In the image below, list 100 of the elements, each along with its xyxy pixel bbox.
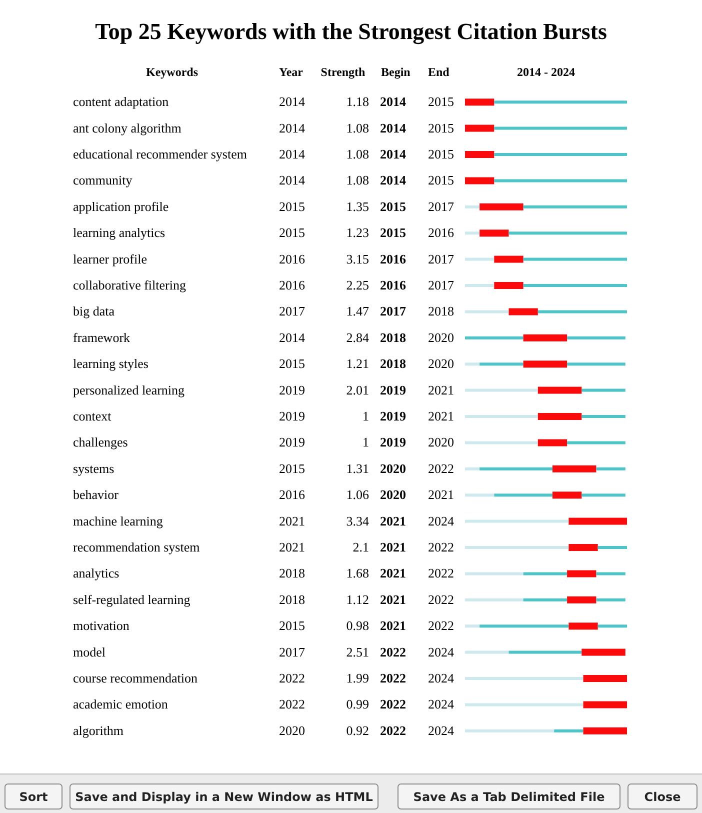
y-tick-label: big data [73, 304, 115, 319]
text: 2014 [380, 172, 406, 188]
y-tick-label: ant colony algorithm [73, 120, 182, 136]
text: 2022 [279, 670, 305, 686]
text: 2019 [380, 434, 406, 450]
bar [465, 177, 494, 184]
bar [465, 362, 480, 366]
bar [465, 729, 554, 732]
text: 2022 [428, 540, 454, 554]
text: 2020 [380, 460, 406, 476]
text: 2019 [279, 408, 305, 424]
bar [552, 492, 582, 499]
text: 2018 [380, 356, 406, 372]
text: Save As a Tab Delimited File [413, 790, 605, 804]
text: 2014 [380, 146, 406, 162]
text: 2018 [279, 592, 305, 607]
text: 2017 [279, 644, 306, 660]
text: 2015 [279, 198, 305, 214]
text: 2019 [380, 408, 406, 424]
text: 2016 [279, 251, 306, 266]
text: 0.98 [346, 618, 369, 634]
text: 2.84 [346, 330, 370, 345]
y-tick-label: model [73, 644, 106, 660]
text: 2022 [279, 696, 305, 712]
bar [523, 360, 568, 368]
bar [508, 308, 538, 316]
text: 2021 [279, 513, 305, 528]
bar [567, 441, 626, 444]
text: 1.08 [346, 146, 369, 162]
text: Strength [320, 65, 366, 79]
text: 2015 [380, 225, 406, 240]
bar [508, 232, 627, 235]
text: 2014 - 2024 [517, 65, 575, 79]
text: Close [644, 790, 681, 804]
text: 1.21 [346, 356, 369, 372]
text: 1.68 [346, 566, 369, 581]
text: 2016 [279, 487, 306, 502]
text: 1.31 [346, 460, 369, 476]
text: 0.99 [346, 696, 369, 712]
text: 2015 [279, 356, 305, 372]
bar [598, 624, 627, 628]
bar [583, 675, 627, 682]
bar [568, 622, 598, 630]
text: 1.08 [346, 120, 369, 136]
y-tick-label: content adaptation [73, 94, 170, 110]
text: 2.1 [352, 540, 369, 554]
text: 2015 [279, 225, 305, 240]
text: 1 [362, 408, 369, 424]
text: Save and Display in a New Window as HTML [75, 790, 374, 804]
text: 2024 [428, 722, 454, 738]
text: 2024 [428, 670, 454, 686]
bar [465, 284, 494, 287]
text: 1.99 [346, 670, 369, 686]
text: 2014 [380, 94, 406, 110]
bar [538, 310, 627, 314]
y-tick-label: behavior [73, 487, 120, 502]
bar [465, 258, 494, 261]
bar [583, 727, 627, 734]
bar [465, 520, 569, 523]
bar [494, 153, 627, 156]
bar [480, 467, 552, 470]
text: 1.06 [346, 487, 370, 502]
bar [465, 677, 584, 680]
bar [554, 729, 584, 732]
bar [494, 179, 627, 182]
text: 3.34 [346, 513, 370, 528]
text: 2024 [428, 644, 454, 660]
text: 2018 [279, 566, 305, 581]
y-tick-label: recommendation system [73, 540, 200, 554]
text: 2022 [380, 644, 406, 660]
text: 1.23 [346, 225, 369, 240]
text: 2019 [279, 382, 305, 398]
bar [465, 415, 538, 418]
text: 1 [362, 434, 369, 450]
text: 2015 [279, 618, 305, 634]
bar [480, 203, 524, 210]
bar [465, 572, 524, 576]
y-tick-label: motivation [73, 618, 130, 634]
y-tick-label: self-regulated learning [73, 592, 191, 607]
bar [465, 151, 494, 158]
text: 2021 [428, 487, 454, 502]
bar [582, 494, 626, 497]
text: 2017 [279, 304, 306, 319]
bar [465, 388, 538, 392]
text: 2022 [380, 670, 406, 686]
text: 2018 [428, 304, 454, 319]
bar [538, 386, 582, 394]
y-tick-label: challenges [73, 434, 128, 450]
text: 2014 [279, 330, 306, 345]
text: 1.12 [346, 592, 369, 607]
text: 2.51 [346, 644, 369, 660]
bar [465, 703, 584, 706]
text: 2021 [279, 540, 305, 554]
bar [567, 570, 596, 578]
text: 2021 [380, 618, 406, 634]
text: 2015 [428, 172, 454, 188]
y-tick-label: course recommendation [73, 670, 198, 686]
text: 2017 [428, 278, 454, 292]
bar [465, 467, 480, 470]
y-tick-label: application profile [73, 198, 169, 214]
